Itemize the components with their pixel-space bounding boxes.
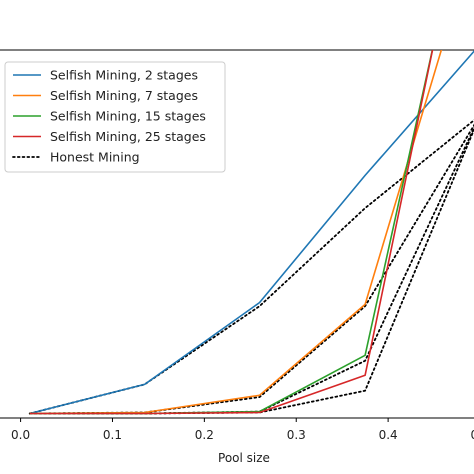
legend-label: Selfish Mining, 7 stages: [50, 88, 198, 103]
x-tick-label: 0.4: [379, 428, 398, 442]
x-axis-label: Pool size: [218, 451, 270, 465]
x-tick-label: 0.5: [470, 428, 474, 442]
legend-box: [4, 61, 226, 173]
x-tick-label: 0.0: [11, 428, 30, 442]
legend-label: Honest Mining: [50, 150, 140, 165]
x-axis: 0.0 0.1 0.2 0.3 0.4 0.5: [11, 418, 474, 442]
plot-area: [0, 49, 474, 419]
series-layer: [28, 50, 474, 415]
legend-label: Selfish Mining, 25 stages: [50, 129, 206, 144]
legend: Selfish Mining, 2 stages Selfish Mining, …: [4, 61, 226, 173]
legend-label: Selfish Mining, 15 stages: [50, 109, 206, 124]
legend-label: Selfish Mining, 2 stages: [50, 68, 198, 83]
series-line-3: [29, 50, 434, 415]
legend-entries: Selfish Mining, 2 stages Selfish Mining, …: [12, 68, 206, 165]
series-line-0: [29, 50, 474, 415]
x-tick-label: 0.2: [195, 428, 214, 442]
x-tick-label: 0.3: [287, 428, 306, 442]
x-tick-label: 0.1: [103, 428, 122, 442]
